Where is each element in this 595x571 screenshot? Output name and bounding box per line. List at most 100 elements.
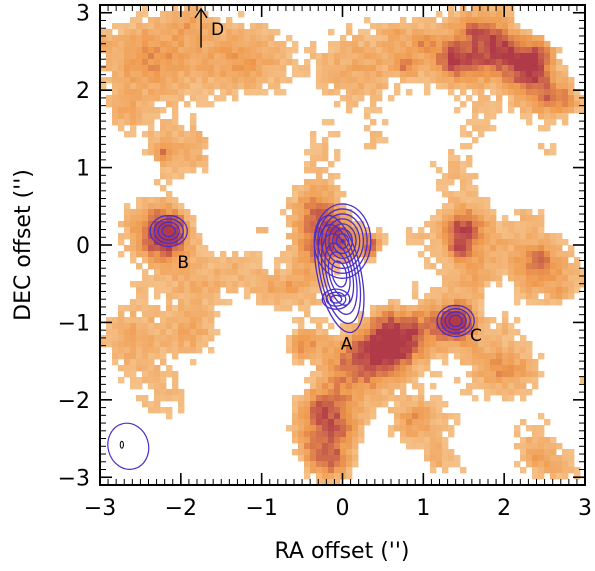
heat-cell [418, 335, 425, 342]
heat-cell [244, 29, 251, 36]
heat-cell [520, 89, 527, 96]
heat-cell [136, 347, 143, 354]
heat-cell [394, 41, 401, 48]
heat-cell [298, 263, 305, 270]
heat-cell [322, 371, 329, 378]
heat-cell [424, 35, 431, 42]
heat-cell [478, 107, 485, 114]
heat-cell [148, 209, 155, 216]
heat-cell [220, 23, 227, 30]
heat-cell [316, 245, 323, 252]
heat-cell [106, 329, 113, 336]
heat-cell [370, 257, 377, 264]
heat-cell [334, 131, 341, 138]
heat-cell [442, 437, 449, 444]
heat-cell [148, 353, 155, 360]
heat-cell [466, 209, 473, 216]
heat-cell [526, 95, 533, 102]
heat-cell [424, 365, 431, 372]
heat-cell [142, 197, 149, 204]
heat-cell [190, 239, 197, 246]
heat-cell [142, 77, 149, 84]
heat-cell [298, 347, 305, 354]
heat-cell [250, 65, 257, 72]
heat-cell [526, 47, 533, 54]
heat-cell [538, 263, 545, 270]
heat-cell [496, 365, 503, 372]
heat-cell [190, 41, 197, 48]
heat-cell [292, 437, 299, 444]
heat-cell [532, 107, 539, 114]
heat-cell [490, 341, 497, 348]
heat-cell [430, 383, 437, 390]
heat-cell [508, 353, 515, 360]
heat-cell [556, 95, 563, 102]
heat-cell [502, 65, 509, 72]
heat-cell [490, 209, 497, 216]
heat-cell [160, 311, 167, 318]
heat-cell [214, 269, 221, 276]
heat-cell [532, 41, 539, 48]
heat-cell [430, 341, 437, 348]
heat-cell [394, 383, 401, 390]
heat-cell [460, 185, 467, 192]
heat-cell [430, 323, 437, 330]
heat-cell [400, 419, 407, 426]
heat-cell [190, 233, 197, 240]
heat-cell [310, 149, 317, 156]
heat-cell [166, 35, 173, 42]
heat-cell [496, 323, 503, 330]
heat-cell [358, 383, 365, 390]
heat-cell [538, 437, 545, 444]
heat-cell [250, 275, 257, 282]
heat-cell [538, 461, 545, 468]
heat-cell [286, 77, 293, 84]
heat-cell [520, 437, 527, 444]
heat-cell [436, 23, 443, 30]
heat-cell [352, 221, 359, 228]
heat-cell [130, 365, 137, 372]
heat-cell [502, 239, 509, 246]
heat-cell [478, 233, 485, 240]
heat-cell [334, 419, 341, 426]
heat-cell [556, 287, 563, 294]
heat-cell [316, 395, 323, 402]
heat-cell [400, 305, 407, 312]
heat-cell [460, 209, 467, 216]
heat-cell [190, 347, 197, 354]
heat-cell [388, 407, 395, 414]
heat-cell [310, 245, 317, 252]
heat-cell [520, 281, 527, 288]
heat-cell [460, 353, 467, 360]
heat-cell [328, 449, 335, 456]
heat-cell [172, 269, 179, 276]
heat-cell [502, 227, 509, 234]
heat-cell [358, 419, 365, 426]
heat-cell [160, 251, 167, 258]
heat-cell [472, 203, 479, 210]
heat-cell [442, 275, 449, 282]
heat-cell [256, 41, 263, 48]
heat-cell [460, 215, 467, 222]
heat-cell [232, 29, 239, 36]
heat-cell [352, 65, 359, 72]
heat-cell [172, 95, 179, 102]
heat-cell [358, 47, 365, 54]
heat-cell [346, 383, 353, 390]
heat-cell [184, 317, 191, 324]
heat-cell [202, 47, 209, 54]
heat-cell [172, 317, 179, 324]
heat-cell [508, 11, 515, 18]
heat-cell [286, 47, 293, 54]
heat-cell [136, 29, 143, 36]
heat-cell [142, 365, 149, 372]
heat-cell [322, 401, 329, 408]
heat-cell [412, 305, 419, 312]
contour-a [317, 208, 368, 274]
heat-cell [190, 329, 197, 336]
heat-cell [166, 269, 173, 276]
heat-cell [154, 401, 161, 408]
heat-cell [334, 365, 341, 372]
heat-cell [226, 71, 233, 78]
heat-cell [430, 233, 437, 240]
